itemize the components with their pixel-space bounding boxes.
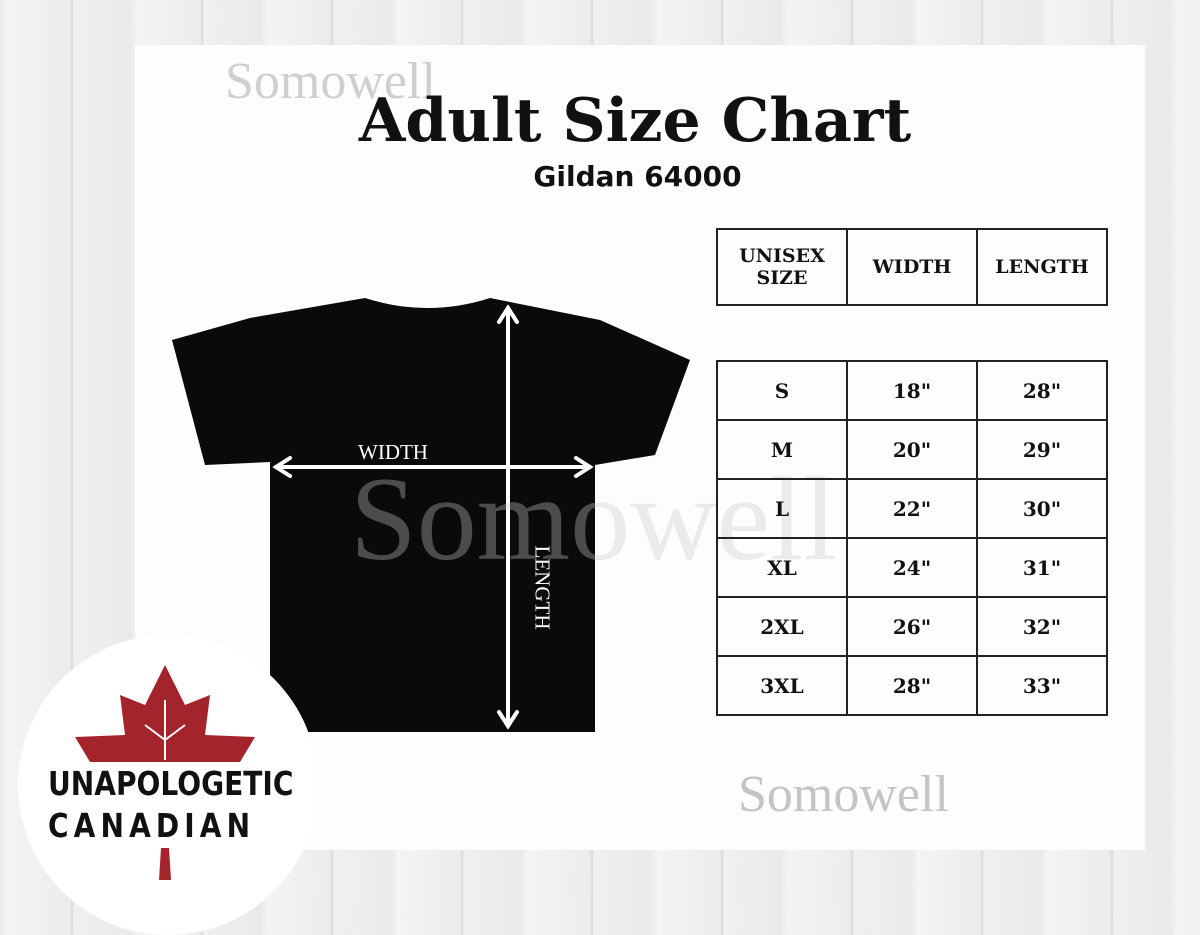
cell-length: 32" [976, 596, 1108, 657]
cell-width: 18" [846, 360, 978, 421]
table-row: XL 24" 31" [716, 537, 1108, 598]
cell-size: 3XL [716, 655, 848, 716]
table-row: 3XL 28" 33" [716, 655, 1108, 716]
cell-length: 31" [976, 537, 1108, 598]
cell-width: 24" [846, 537, 978, 598]
header-width: WIDTH [846, 228, 978, 306]
cell-length: 28" [976, 360, 1108, 421]
cell-length: 29" [976, 419, 1108, 480]
cell-size: 2XL [716, 596, 848, 657]
table-row: S 18" 28" [716, 360, 1108, 421]
cell-length: 30" [976, 478, 1108, 539]
watermark-bottom: Somowell [738, 766, 949, 823]
cell-size: S [716, 360, 848, 421]
table-row: 2XL 26" 32" [716, 596, 1108, 657]
watermark-top: Somowell [225, 53, 436, 110]
header-length: LENGTH [976, 228, 1108, 306]
badge-line-2: CANADIAN [48, 806, 256, 845]
page-subtitle: Gildan 64000 [533, 160, 742, 193]
cell-size: XL [716, 537, 848, 598]
table-row: L 22" 30" [716, 478, 1108, 539]
cell-width: 22" [846, 478, 978, 539]
size-table: S 18" 28" M 20" 29" L 22" 30" XL 24" 31" 2XL 26" 3… [716, 360, 1108, 716]
header-size: UNISEX SIZE [716, 228, 848, 306]
cell-size: L [716, 478, 848, 539]
cell-width: 26" [846, 596, 978, 657]
cell-width: 20" [846, 419, 978, 480]
width-label: WIDTH [358, 440, 428, 464]
tshirt-icon [172, 298, 690, 732]
tshirt-diagram [172, 298, 690, 732]
maple-leaf-icon [75, 665, 255, 880]
badge-line-1: UNAPOLOGETIC [48, 764, 294, 803]
cell-size: M [716, 419, 848, 480]
cell-width: 28" [846, 655, 978, 716]
table-row: M 20" 29" [716, 419, 1108, 480]
cell-length: 33" [976, 655, 1108, 716]
size-table-header: UNISEX SIZE WIDTH LENGTH [716, 228, 1108, 306]
badge-text: UNAPOLOGETIC CANADIAN [48, 763, 294, 847]
page-title: Adult Size Chart [358, 86, 912, 156]
